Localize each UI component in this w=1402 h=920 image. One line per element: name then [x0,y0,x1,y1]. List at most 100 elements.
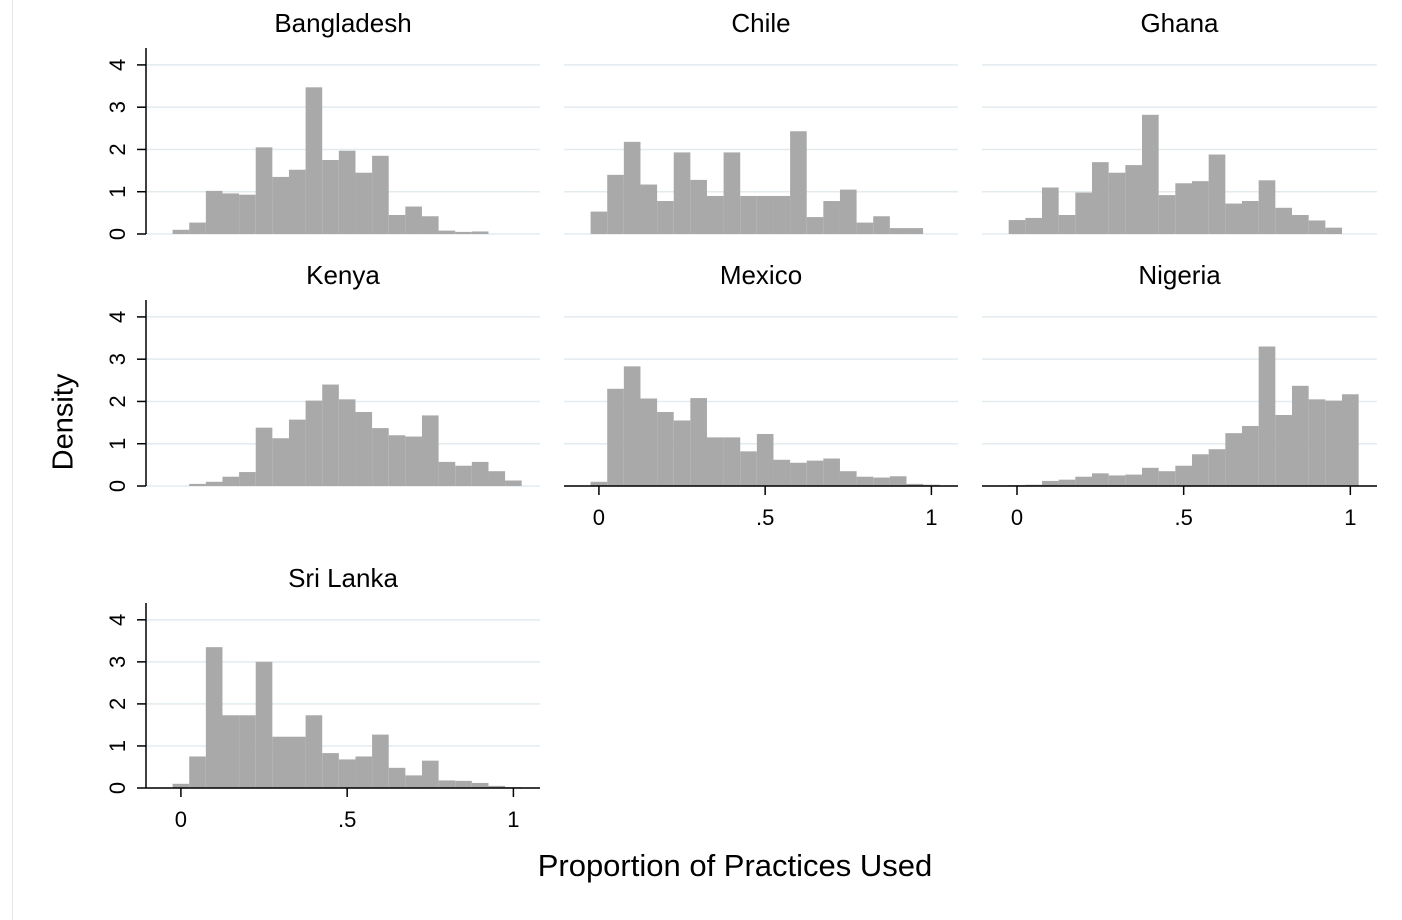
x-tick-label: 1 [507,807,519,832]
bar [1175,183,1192,234]
bar [839,189,857,234]
bar [773,459,791,486]
bar [239,715,256,788]
bar [305,87,323,235]
bar [1258,346,1276,486]
bar [471,461,489,486]
bar [723,437,741,486]
bar [272,438,289,486]
bar [1008,220,1026,234]
bar [455,780,472,788]
panel-title: Kenya [306,260,380,290]
panel-title: Mexico [720,260,802,290]
bar [673,420,691,486]
bar [607,388,624,486]
panel-title: Nigeria [1138,260,1221,290]
bar [189,756,206,788]
bar [1042,480,1059,486]
bar [322,160,339,234]
bar [438,780,456,788]
bar [272,176,289,234]
bar [706,437,724,486]
bar [438,461,456,486]
bar [288,736,306,788]
bar [355,412,373,486]
bar [623,141,641,234]
y-tick-label: 0 [105,480,130,492]
bar [1158,195,1176,234]
bar [906,228,924,234]
bar [1075,476,1092,486]
panel-title: Sri Lanka [288,563,398,593]
y-tick-label: 3 [105,656,130,668]
bar [823,458,840,486]
y-tick-label: 4 [105,311,130,323]
bar [388,214,406,234]
bar [1292,385,1309,486]
bar [222,715,240,788]
bar [1258,180,1276,234]
bar [873,477,890,486]
bar [405,775,422,788]
y-tick-label: 2 [105,698,130,710]
bar [839,471,857,486]
bar [1125,474,1142,486]
bar [288,169,306,234]
bar [288,419,306,486]
bar [1192,454,1209,486]
bar [1308,220,1326,234]
bar [438,230,456,234]
bar [1142,467,1159,486]
bar [607,174,624,234]
bar [1075,192,1092,234]
bar [1025,217,1042,234]
bar [322,384,339,486]
bar [1208,449,1226,486]
bar [388,767,406,788]
bar [255,427,273,486]
bar [1208,154,1226,234]
bar [1058,479,1076,486]
bar [505,480,522,486]
bar [906,483,924,486]
bar [471,782,489,788]
bar [455,231,472,234]
bar [590,211,608,234]
bar [372,734,389,788]
bar [806,460,824,486]
bar [1342,394,1359,486]
bar [189,483,206,486]
y-tick-label: 2 [105,395,130,407]
bar [1192,181,1209,234]
bar [723,152,741,234]
y-tick-label: 3 [105,101,130,113]
bar [1325,227,1342,234]
bar [823,201,840,234]
bar [873,216,890,234]
bar [205,647,223,788]
panel-title: Chile [731,8,790,38]
bar [1058,214,1076,234]
panel-title: Bangladesh [274,8,411,38]
bar [355,756,373,788]
bar [590,481,608,486]
bar [239,194,256,234]
bar [455,465,472,486]
bar [1308,399,1326,486]
y-tick-label: 1 [105,186,130,198]
bar [806,217,824,234]
bar [205,481,223,486]
x-tick-label: 1 [1344,505,1356,530]
y-tick-label: 1 [105,740,130,752]
bar [322,753,339,788]
bar [255,661,273,788]
bar [189,222,206,234]
bar [172,229,190,234]
y-tick-label: 1 [105,438,130,450]
bar [421,216,439,234]
bar [305,715,323,788]
bar [1108,172,1126,234]
x-axis-label: Proportion of Practices Used [538,848,933,883]
x-tick-label: 1 [925,505,937,530]
